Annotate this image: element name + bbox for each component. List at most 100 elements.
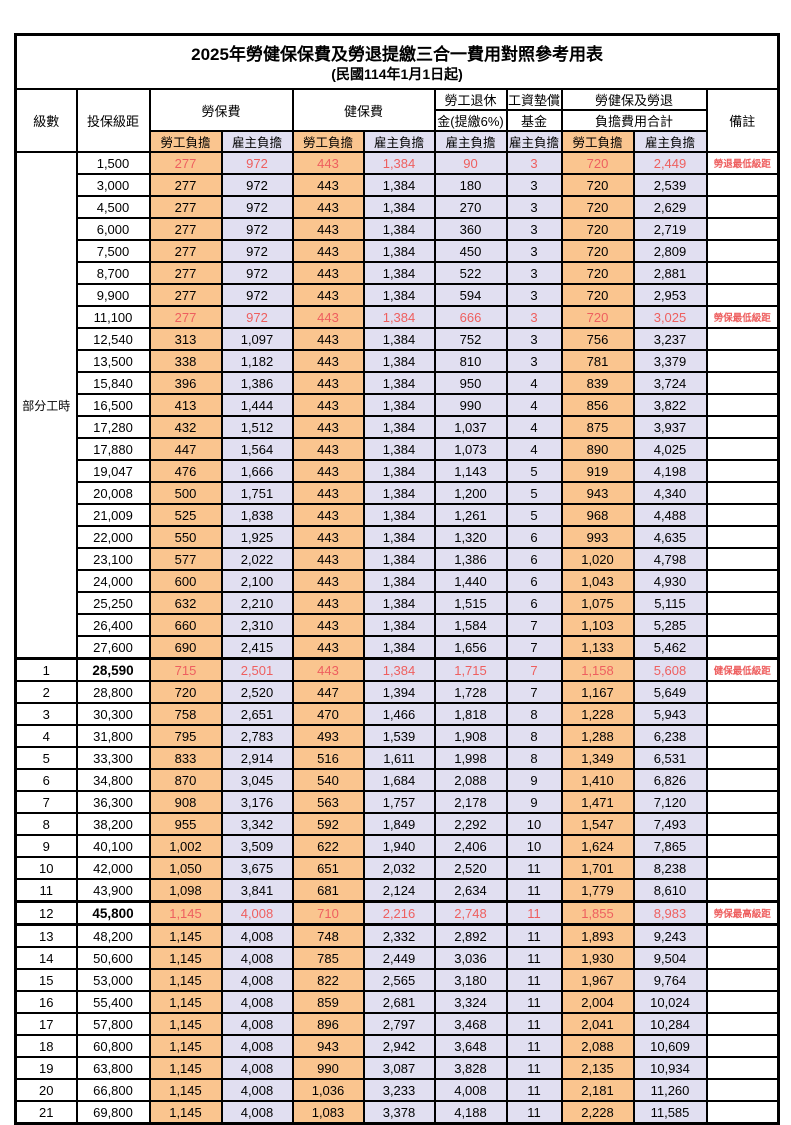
value-cell: 270: [433, 195, 508, 219]
level-cell: 2: [14, 680, 78, 704]
table-row: 15,840 396 1,386 443 1,384 950 4 839 3,724: [16, 371, 780, 395]
value-cell: 1,386: [220, 371, 294, 395]
value-cell: 720: [560, 261, 635, 285]
value-cell: 839: [560, 371, 635, 395]
value-cell: 720: [148, 680, 223, 704]
value-cell: 1,384: [362, 305, 436, 329]
value-cell: 3: [505, 151, 563, 175]
value-cell: 1,384: [362, 327, 436, 351]
value-cell: 890: [560, 437, 635, 461]
value-cell: 3,841: [220, 878, 294, 903]
value-cell: 2,783: [220, 724, 294, 748]
value-cell: 1,384: [362, 503, 436, 527]
remark-cell: [705, 1078, 780, 1102]
table-row: 10 42,000 1,050 3,675 651 2,032 2,520 11 1,701 8,…: [14, 856, 780, 880]
bracket-cell: 13,500: [75, 349, 151, 373]
value-cell: 4,008: [220, 900, 294, 926]
value-cell: 277: [148, 283, 223, 307]
remark-cell: [705, 173, 780, 197]
remark-cell: [705, 349, 780, 373]
value-cell: 972: [220, 173, 294, 197]
value-cell: 500: [148, 481, 223, 505]
table-row: 16 55,400 1,145 4,008 859 2,681 3,324 11 2,004 10…: [14, 990, 780, 1014]
value-cell: 8: [505, 746, 563, 770]
bracket-cell: 28,800: [75, 680, 151, 704]
bracket-cell: 66,800: [75, 1078, 151, 1102]
value-cell: 1,145: [148, 1100, 223, 1125]
value-cell: 2,088: [560, 1034, 635, 1058]
bracket-cell: 15,840: [75, 371, 151, 395]
value-cell: 6: [505, 525, 563, 549]
bracket-cell: 16,500: [75, 393, 151, 417]
value-cell: 870: [148, 768, 223, 792]
remark-cell: [705, 680, 780, 704]
table-row: 19,047 476 1,666 443 1,384 1,143 5 919 4,198: [16, 459, 780, 483]
value-cell: 2,797: [362, 1012, 436, 1036]
value-cell: 1,384: [362, 657, 436, 682]
value-cell: 432: [148, 415, 223, 439]
value-cell: 1,043: [560, 569, 635, 593]
value-cell: 313: [148, 327, 223, 351]
value-cell: 968: [560, 503, 635, 527]
value-cell: 710: [291, 900, 365, 926]
value-cell: 2,292: [433, 812, 508, 836]
value-cell: 443: [291, 151, 365, 175]
premium-table: 2025年勞健保保費及勞退提繳三合一費用對照參考用表 (民國114年1月1日起)…: [14, 33, 781, 1125]
value-cell: 1,515: [433, 591, 508, 615]
value-cell: 1,384: [362, 195, 436, 219]
bracket-cell: 20,008: [75, 481, 151, 505]
table-body: 部分工時 1,500 277 972 443 1,384 90 3 720 2,449 勞退最低級距…: [14, 151, 780, 1125]
value-cell: 1,200: [433, 481, 508, 505]
value-cell: 4,930: [632, 569, 708, 593]
value-cell: 1,020: [560, 547, 635, 571]
value-cell: 6,531: [632, 746, 708, 770]
value-cell: 2,135: [560, 1056, 635, 1080]
remark-cell: [705, 415, 780, 439]
remark-cell: [705, 1100, 780, 1125]
remark-cell: [705, 635, 780, 660]
value-cell: 4,798: [632, 547, 708, 571]
value-cell: 522: [433, 261, 508, 285]
remark-cell: [705, 768, 780, 792]
value-cell: 9,243: [632, 923, 708, 948]
value-cell: 1,893: [560, 923, 635, 948]
bracket-cell: 7,500: [75, 239, 151, 263]
value-cell: 1,444: [220, 393, 294, 417]
value-cell: 338: [148, 349, 223, 373]
level-cell: 20: [14, 1078, 78, 1102]
value-cell: 856: [560, 393, 635, 417]
value-cell: 2,004: [560, 990, 635, 1014]
value-cell: 1,849: [362, 812, 436, 836]
table-row: 7,500 277 972 443 1,384 450 3 720 2,809: [16, 239, 780, 263]
value-cell: 2,406: [433, 834, 508, 858]
value-cell: 2,539: [632, 173, 708, 197]
remark-cell: [705, 217, 780, 241]
value-cell: 5: [505, 459, 563, 483]
bracket-cell: 55,400: [75, 990, 151, 1014]
table-row: 21,009 525 1,838 443 1,384 1,261 5 968 4,488: [16, 503, 780, 527]
value-cell: 413: [148, 393, 223, 417]
value-cell: 550: [148, 525, 223, 549]
value-cell: 1,384: [362, 173, 436, 197]
bracket-cell: 48,200: [75, 923, 151, 948]
page-subtitle: (民國114年1月1日起): [331, 66, 463, 83]
value-cell: 3: [505, 173, 563, 197]
value-cell: 748: [291, 923, 365, 948]
value-cell: 180: [433, 173, 508, 197]
remark-cell: [705, 261, 780, 285]
value-cell: 1,050: [148, 856, 223, 880]
value-cell: 1,940: [362, 834, 436, 858]
value-cell: 1,656: [433, 635, 508, 660]
value-cell: 1,145: [148, 923, 223, 948]
value-cell: 1,103: [560, 613, 635, 637]
value-cell: 3,237: [632, 327, 708, 351]
col-header-wage-fund-top: 工資墊償: [505, 88, 563, 111]
value-cell: 875: [560, 415, 635, 439]
value-cell: 2,032: [362, 856, 436, 880]
value-cell: 3,036: [433, 946, 508, 970]
value-cell: 7: [505, 635, 563, 660]
value-cell: 756: [560, 327, 635, 351]
subheader-hi-employee: 勞工負擔: [291, 130, 365, 153]
value-cell: 8,983: [632, 900, 708, 926]
bracket-cell: 22,000: [75, 525, 151, 549]
